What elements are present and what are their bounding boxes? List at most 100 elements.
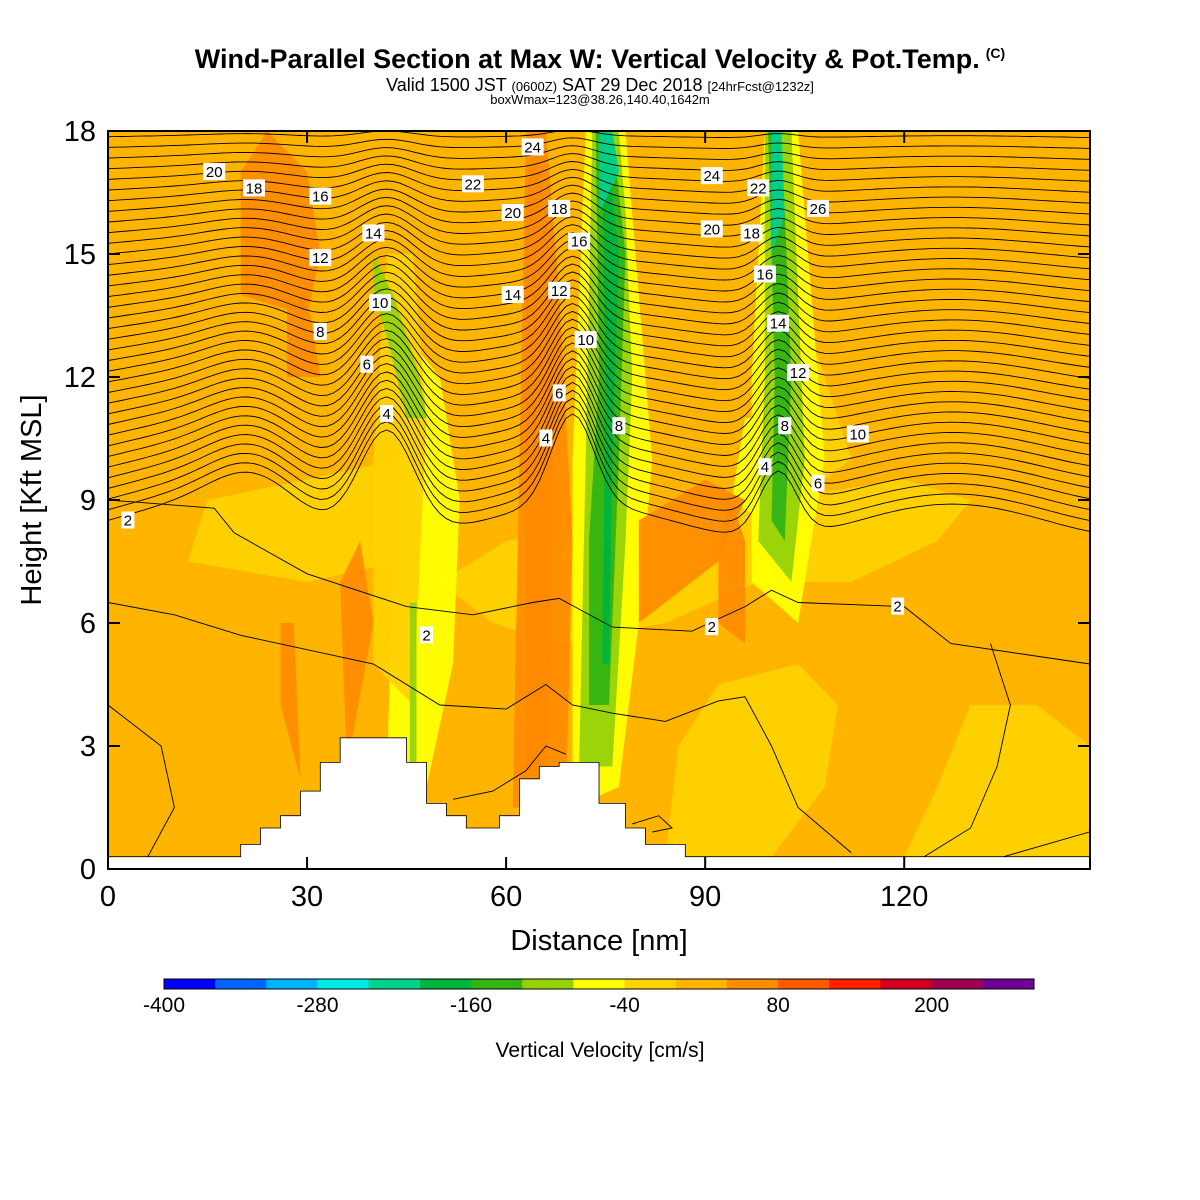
y-tick-label: 18 bbox=[64, 116, 96, 148]
contour-label-text: 12 bbox=[551, 283, 568, 300]
y-tick-label: 3 bbox=[80, 731, 96, 763]
contour-label: 8 bbox=[778, 417, 792, 435]
theta-contour-line bbox=[108, 366, 1090, 467]
contour-label: 12 bbox=[309, 249, 332, 267]
velocity-region bbox=[240, 131, 321, 316]
contour-label-bg bbox=[501, 286, 524, 303]
colorbar-swatch bbox=[726, 979, 779, 989]
contour-label: 22 bbox=[461, 175, 484, 193]
contour-label-text: 20 bbox=[206, 164, 223, 181]
colorbar-swatch bbox=[778, 979, 830, 989]
velocity-fill-field bbox=[108, 131, 1090, 869]
theta-contour-line bbox=[108, 255, 1090, 314]
colorbar-swatch bbox=[471, 979, 523, 989]
contour-label-bg bbox=[612, 417, 626, 435]
x-axis-label: Distance [nm] bbox=[510, 925, 687, 957]
theta-contour-line bbox=[108, 413, 1090, 533]
theta-contour-line bbox=[108, 216, 1090, 259]
contour-label: 16 bbox=[309, 187, 332, 206]
theta-contour-line bbox=[108, 405, 1090, 522]
contour-label-text: 10 bbox=[849, 426, 866, 443]
theta-contour-line bbox=[108, 145, 1090, 160]
contour-label-bg bbox=[548, 199, 571, 217]
contour-label: 2 bbox=[121, 511, 135, 530]
theta-contour-line bbox=[108, 350, 1090, 445]
colorbar-tick-label: -160 bbox=[450, 994, 492, 1017]
contour-label-text: 14 bbox=[770, 316, 787, 333]
theta-contour-line bbox=[108, 373, 1090, 478]
contour-label: 4 bbox=[539, 429, 553, 448]
chart-title-text: Wind-Parallel Section at Max W: Vertical… bbox=[194, 44, 980, 74]
theta-contour-line bbox=[108, 310, 1090, 391]
terrain-profile bbox=[107, 737, 1091, 870]
colorbar-swatch bbox=[419, 979, 472, 989]
colorbar-swatch bbox=[266, 979, 319, 989]
x-tick-label: 30 bbox=[291, 881, 323, 913]
colorbar-swatch bbox=[573, 979, 626, 989]
theta-contour-line bbox=[108, 279, 1090, 347]
contour-label: 6 bbox=[360, 355, 374, 374]
colorbar: -400 -280 -160 -40 80 200 bbox=[143, 978, 1035, 1017]
contour-label-bg bbox=[243, 179, 265, 197]
contour-label: 4 bbox=[380, 404, 394, 423]
contour-label-text: 16 bbox=[757, 267, 774, 284]
contour-label-bg bbox=[568, 232, 591, 250]
contour-label-bg bbox=[360, 355, 374, 373]
colorbar-frame bbox=[163, 978, 1035, 990]
boxwmax-line: boxWmax=123@38.26,140.40,1642m bbox=[490, 92, 710, 107]
theta-contour-line bbox=[108, 131, 1090, 138]
contour-label-bg bbox=[807, 199, 829, 217]
y-tick-label: 0 bbox=[80, 854, 96, 886]
contour-label-text: 20 bbox=[504, 205, 521, 222]
contour-label-text: 16 bbox=[571, 234, 588, 251]
contour-label-bg bbox=[501, 204, 524, 221]
contour-label-text: 26 bbox=[810, 201, 827, 218]
forecast-info: [24hrFcst@1232z] bbox=[707, 79, 814, 94]
contour-label: 8 bbox=[313, 322, 327, 341]
colorbar-swatch bbox=[880, 979, 933, 989]
contour-label-text: 24 bbox=[703, 168, 720, 185]
colorbar-swatch bbox=[317, 979, 370, 989]
contour-label: 24 bbox=[700, 167, 723, 185]
contour-label-text: 22 bbox=[465, 176, 482, 193]
contour-label: 16 bbox=[753, 265, 776, 284]
theta-contour-line bbox=[108, 208, 1090, 248]
contour-label: 6 bbox=[552, 384, 566, 402]
colorbar-tick-label: -40 bbox=[609, 994, 639, 1017]
theta-contour-line bbox=[108, 499, 1090, 665]
colorbar-label: Vertical Velocity [cm/s] bbox=[496, 1039, 705, 1062]
contour-label: 10 bbox=[369, 294, 391, 312]
colorbar-swatch bbox=[982, 979, 1035, 989]
contour-label: 14 bbox=[767, 314, 790, 333]
colorbar-swatch bbox=[215, 979, 267, 989]
theta-contour-line bbox=[108, 137, 1090, 149]
contour-label: 12 bbox=[787, 363, 810, 382]
y-axis-label: Height [Kft MSL] bbox=[16, 394, 48, 605]
theta-contour-line bbox=[108, 247, 1090, 303]
contour-label-bg bbox=[309, 249, 332, 267]
velocity-region bbox=[409, 602, 417, 767]
contour-label-text: 4 bbox=[761, 459, 769, 476]
chart-subtitle: Valid 1500 JST (0600Z) SAT 29 Dec 2018 [… bbox=[0, 75, 1200, 96]
contour-label-bg bbox=[461, 175, 484, 193]
colorbar-tick-label: -280 bbox=[297, 994, 339, 1017]
theta-contour-line bbox=[108, 232, 1090, 281]
theta-contour-line bbox=[108, 326, 1090, 413]
contour-label-bg bbox=[552, 384, 566, 402]
valid-date: SAT 29 Dec 2018 bbox=[562, 75, 703, 95]
velocity-region bbox=[638, 479, 745, 623]
contour-label-text: 12 bbox=[790, 365, 807, 382]
theta-contour-line bbox=[108, 239, 1090, 292]
contour-label-text: 8 bbox=[615, 418, 623, 435]
contour-label: 18 bbox=[740, 224, 763, 243]
velocity-region bbox=[904, 705, 1090, 857]
theta-contour-line bbox=[452, 745, 566, 800]
contour-label-bg bbox=[121, 511, 135, 529]
contour-label: 2 bbox=[891, 597, 905, 616]
velocity-region bbox=[665, 664, 838, 857]
contour-label-bg bbox=[778, 417, 792, 435]
colorbar-tick-label: 80 bbox=[766, 994, 789, 1017]
theta-contour-line bbox=[108, 602, 852, 853]
colorbar-swatch bbox=[931, 979, 984, 989]
theta-contour-line bbox=[108, 153, 1090, 171]
